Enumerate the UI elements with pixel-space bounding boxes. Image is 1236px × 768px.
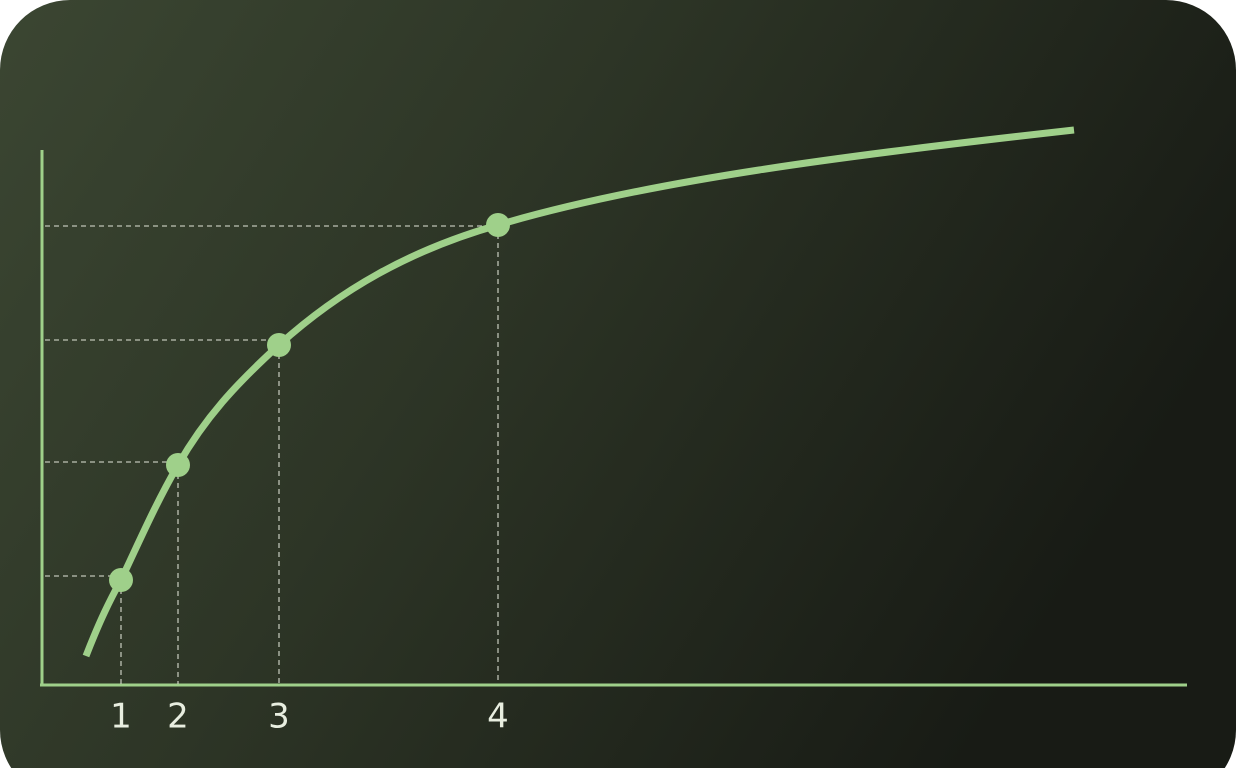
x-label: 3	[268, 697, 290, 737]
point	[267, 333, 291, 357]
x-label: 1	[110, 697, 132, 737]
guides	[45, 225, 499, 684]
x-label: 4	[487, 697, 509, 737]
point	[486, 213, 510, 237]
point	[109, 568, 133, 592]
points	[109, 213, 510, 592]
x-label: 2	[167, 697, 189, 737]
curve	[82, 126, 1075, 658]
point	[166, 453, 190, 477]
